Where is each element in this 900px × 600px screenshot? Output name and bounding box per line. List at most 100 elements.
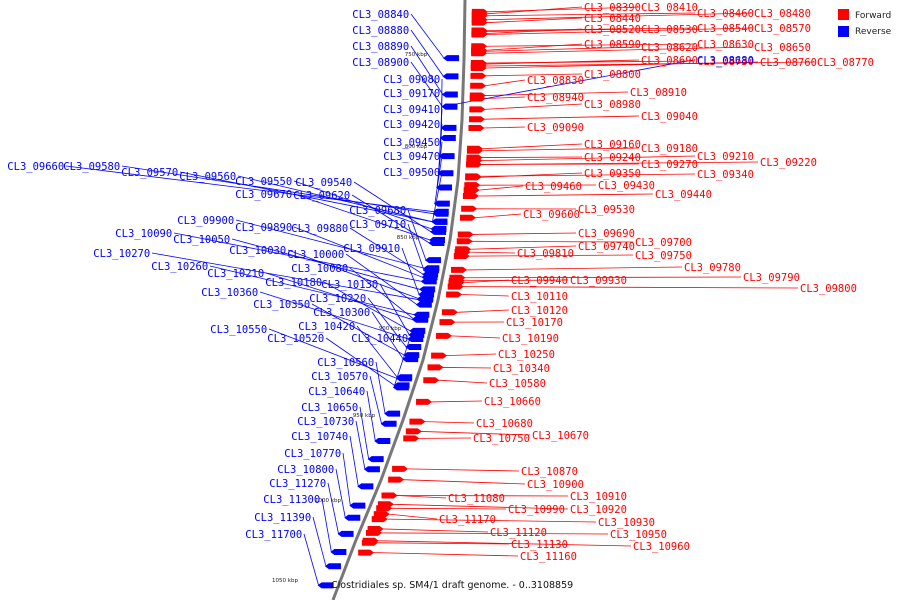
gene-label-forward: CL3_09350 [584,168,641,180]
leader-line [321,498,332,553]
gene-label-forward: CL3_09600 [523,209,580,221]
gene-arrow [469,106,486,113]
leader-line [311,303,405,356]
gene-label-reverse: CL3_11300 [263,494,320,506]
gene-label-forward: CL3_11130 [511,539,568,551]
gene-arrow [471,19,488,26]
leader-line [327,482,339,534]
gene-label-forward: CL3_09220 [760,157,817,169]
gene-label-reverse: CL3_08680 [697,55,754,67]
gene-label-reverse: CL3_09560 [179,171,236,183]
gene-label-forward: CL3_08770 [817,57,874,69]
gene-arrow [363,466,380,473]
gene-label-reverse: CL3_11700 [245,529,302,541]
gene-label-reverse: CL3_09900 [177,215,234,227]
gene-arrow [358,549,375,556]
leader-line [410,45,444,95]
leader-line [486,17,583,24]
gene-arrow [465,173,482,180]
gene-arrow [349,502,366,509]
gene-label-reverse: CL3_09080 [383,74,440,86]
gene-label-forward: CL3_09690 [578,228,635,240]
gene-label-forward: CL3_09810 [517,248,574,260]
gene-label-reverse: CL3_10520 [267,333,324,345]
gene-label-forward: CL3_10670 [532,430,589,442]
leader-line [377,540,632,547]
gene-arrow [402,356,419,363]
gene-label-forward: CL3_08760 [760,57,817,69]
gene-label-forward: CL3_08650 [754,42,811,54]
tick-label: 850 kbp [397,235,420,241]
gene-label-reverse: CL3_08900 [352,57,409,69]
gene-label-forward: CL3_10870 [521,466,578,478]
leader-line [446,353,497,357]
gene-label-forward: CL3_10170 [506,317,563,329]
gene-label-reverse: CL3_08890 [352,41,409,53]
gene-arrow [415,301,432,308]
gene-label-forward: CL3_10660 [484,396,541,408]
gene-arrow [456,238,473,245]
gene-arrows [317,8,488,589]
gene-label-forward: CL3_11170 [439,514,496,526]
leader-line [451,335,501,339]
leader-line [468,254,634,257]
gene-label-reverse: CL3_09680 [349,205,406,217]
gene-arrow [442,73,459,80]
gene-label-forward: CL3_08390 [584,2,641,14]
gene-arrow [422,271,439,278]
leader-line [403,479,526,485]
gene-label-reverse: CL3_10560 [317,357,374,369]
tick-label: 800 kbp [405,144,428,150]
leader-line [410,61,443,107]
gene-arrow [436,184,453,191]
gene-arrow [433,200,450,207]
gene-arrow [396,374,413,381]
gene-label-forward: CL3_11160 [520,551,577,563]
gene-label-forward: CL3_08940 [527,92,584,104]
gene-arrow [439,319,456,326]
leader-line [401,247,420,295]
gene-arrow [471,50,488,57]
gene-arrow [432,210,449,217]
leader-line [442,367,492,369]
gene-arrow [437,170,454,177]
gene-label-reverse: CL3_10740 [291,431,348,443]
gene-label-reverse: CL3_09880 [291,223,348,235]
gene-arrow [469,116,486,123]
gene-label-forward: CL3_09940 [511,275,568,287]
gene-label-reverse: CL3_10180 [265,277,322,289]
leader-line [424,421,475,424]
gene-arrow [337,530,354,537]
gene-label-reverse: CL3_09670 [235,189,292,201]
gene-arrow [373,511,390,518]
leader-line [356,325,398,378]
gene-label-forward: CL3_09700 [635,237,692,249]
leader-line [486,27,696,31]
leader-line [367,297,407,348]
leader-line [486,28,583,34]
gene-label-forward: CL3_10580 [489,378,546,390]
leader-line [431,400,483,403]
gene-label-forward: CL3_10950 [610,529,667,541]
gene-label-forward: CL3_08590 [584,39,641,51]
gene-arrow [466,147,483,154]
leader-line [312,516,327,567]
gene-label-forward: CL3_09340 [697,169,754,181]
gene-label-reverse: CL3_10650 [301,402,358,414]
gene-arrow [416,398,433,405]
gene-label-forward: CL3_08830 [527,75,584,87]
gene-arrow [424,257,441,264]
gene-label-forward: CL3_09750 [635,250,692,262]
leader-line [293,180,432,230]
gene-arrow [371,516,388,523]
gene-label-reverse: CL3_10000 [287,249,344,261]
leader-line [461,294,510,297]
gene-label-forward: CL3_08910 [630,87,687,99]
legend-reverse-label: Reverse [855,27,892,37]
leader-line [436,141,443,188]
leader-line [438,379,488,384]
leader-line [392,503,569,510]
gene-arrow [430,228,447,235]
gene-label-reverse: CL3_10210 [207,268,264,280]
leader-line [376,542,510,545]
